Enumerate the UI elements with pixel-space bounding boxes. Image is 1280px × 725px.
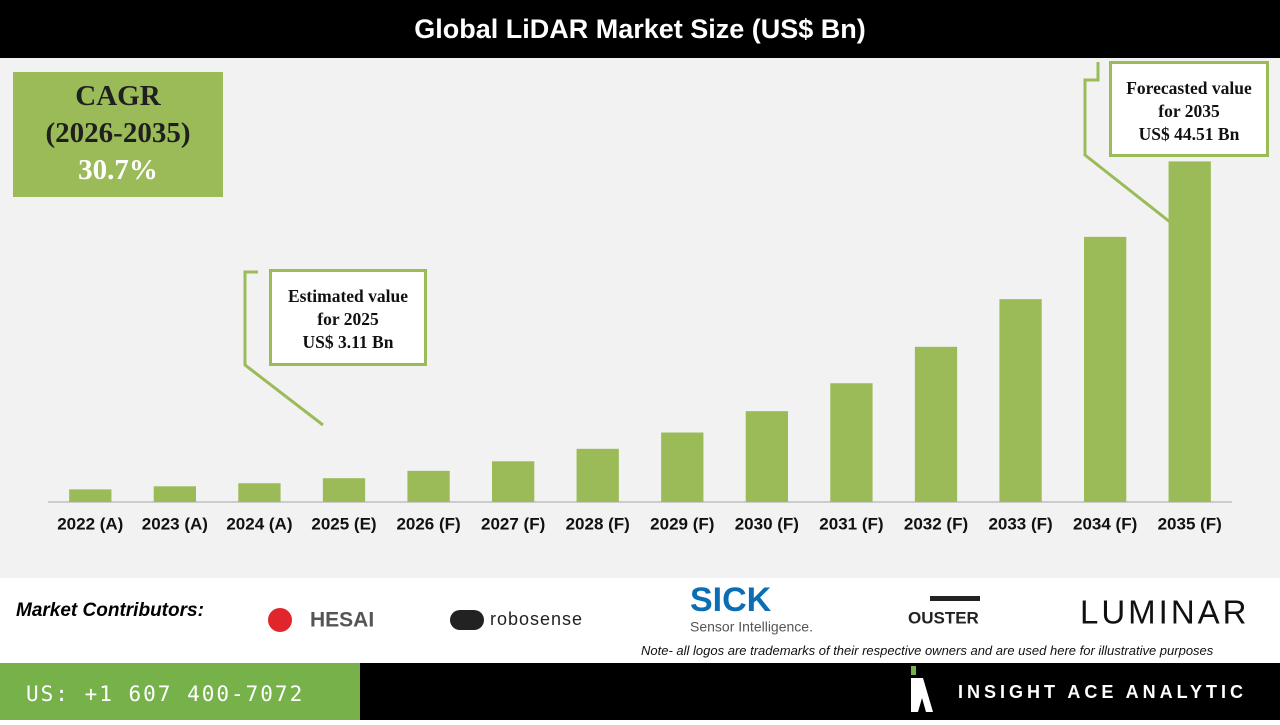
chart: 2022 (A) 2023 (A) 2024 (A) 2025 (E) 2026 (F)… <box>48 62 1232 533</box>
logo-icon <box>930 596 980 601</box>
x-tick-label: 2031 (F) <box>819 514 883 533</box>
footer-bar <box>360 663 1280 720</box>
x-tick-label: 2035 (F) <box>1158 514 1222 533</box>
annotation: Estimated value for 2025 <box>287 286 409 329</box>
x-tick-label: 2030 (F) <box>735 514 799 533</box>
cagr-box: CAGR (2026-2035) 30.7% <box>13 72 223 197</box>
value-label: US$ 3.11 Bn <box>302 332 394 352</box>
value-label: US$ 44.51 Bn <box>1138 124 1240 144</box>
company-name: INSIGHT ACE ANALYTIC <box>958 682 1248 702</box>
x-tick-label: 2029 (F) <box>650 514 714 533</box>
bar <box>492 461 535 502</box>
bar <box>1084 236 1127 502</box>
x-tick-label: 2033 (F) <box>988 514 1052 533</box>
callout: Forecasted value for 2035 US$ 44.51 Bn <box>1109 61 1269 157</box>
x-tick-label: 2025 (E) <box>311 514 376 533</box>
logo: Sensor Intelligence. <box>690 619 813 635</box>
contributors-label: Market Contributors: <box>16 600 204 621</box>
logo: OUSTER <box>908 608 979 627</box>
cagr-period: (2026-2035) <box>45 117 191 149</box>
bar <box>69 489 112 502</box>
x-tick-label: 2028 (F) <box>566 514 630 533</box>
bar <box>153 486 196 502</box>
cagr-value: 30.7% <box>78 154 158 186</box>
logos: HESAI robosense SICK Sensor Intelligence… <box>268 581 1250 635</box>
callout-connector <box>243 270 324 427</box>
logo-icon <box>268 608 292 632</box>
company-icon <box>911 666 933 712</box>
logo: SICK <box>690 581 772 619</box>
x-tick-label: 2022 (A) <box>57 514 123 533</box>
x-tick-label: 2034 (F) <box>1073 514 1137 533</box>
callout: Estimated value for 2025 US$ 3.11 Bn <box>269 269 427 366</box>
logo: LUMINAR <box>1080 594 1250 631</box>
x-tick-label: 2032 (F) <box>904 514 968 533</box>
bar <box>1168 161 1211 502</box>
bar <box>576 448 619 502</box>
logo: HESAI <box>310 609 374 632</box>
callout-connector <box>1083 62 1171 224</box>
x-tick-label: 2024 (A) <box>226 514 292 533</box>
x-tick-label: 2023 (A) <box>142 514 208 533</box>
bar <box>745 411 788 502</box>
bar <box>238 483 281 502</box>
bar <box>407 470 450 502</box>
phone: US: +1 607 400-7072 <box>0 663 360 720</box>
logo-icon <box>450 610 484 630</box>
note: Note- all logos are trademarks of their … <box>641 643 1214 658</box>
bar <box>830 383 873 502</box>
bar <box>999 299 1042 502</box>
bar <box>914 346 958 502</box>
cagr-label: CAGR <box>75 80 161 112</box>
x-tick-label: 2026 (F) <box>396 514 460 533</box>
logo: robosense <box>490 609 583 629</box>
x-tick-label: 2027 (F) <box>481 514 545 533</box>
chart-title: Global LiDAR Market Size (US$ Bn) <box>0 0 1280 58</box>
annotation: Forecasted value for 2035 <box>1126 78 1252 121</box>
bar <box>322 478 366 502</box>
bar <box>661 432 704 502</box>
